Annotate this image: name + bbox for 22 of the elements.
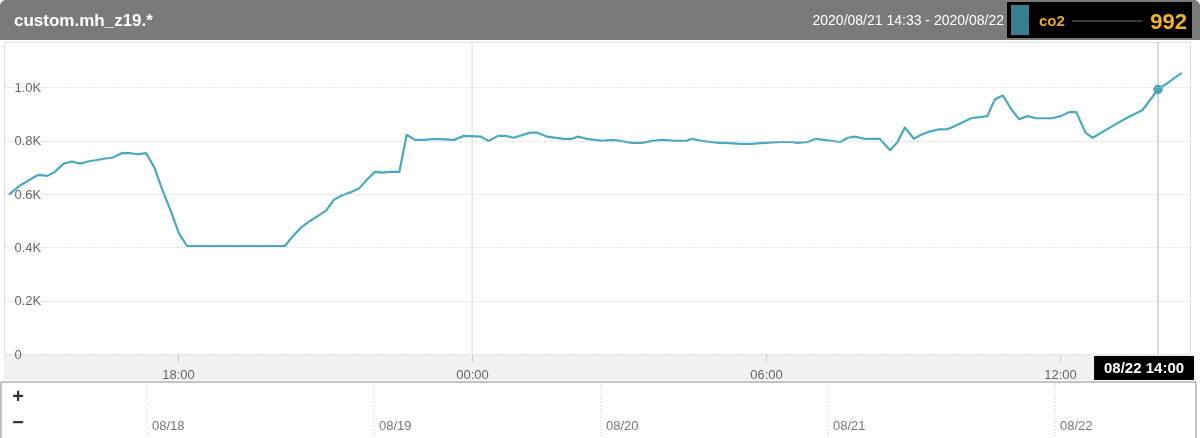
- text: 08/18: [152, 418, 185, 433]
- x-tick-label: 18:00: [162, 366, 195, 382]
- x-tick-label: 06:00: [750, 366, 783, 382]
- text: 08/22: [1060, 418, 1093, 433]
- y-tick-label: 0.8K: [14, 133, 42, 149]
- annotation: 992: [1150, 9, 1187, 34]
- y-tick-label: 0.2K: [14, 293, 42, 309]
- y-tick-label: 0.6K: [14, 186, 42, 202]
- x-tick-label: 12:00: [1044, 366, 1077, 382]
- text: 08/21: [833, 418, 866, 433]
- legend-label: co2: [1039, 12, 1065, 29]
- text: −: [12, 411, 24, 433]
- text: 08/20: [606, 418, 639, 433]
- chart-subtitle: 2020/08/21 14:33 - 2020/08/22: [812, 12, 1005, 28]
- y-tick-label: 0.4K: [14, 239, 42, 255]
- text: 08/19: [379, 418, 412, 433]
- y-tick-label: 0: [14, 346, 22, 362]
- ref-line-label: 08/22 14:00: [1104, 359, 1185, 376]
- y-tick-label: 1.0K: [14, 79, 42, 95]
- text: +: [12, 385, 24, 407]
- chart-title: custom.mh_z19.*: [14, 11, 154, 30]
- x-tick-label: 00:00: [456, 366, 489, 382]
